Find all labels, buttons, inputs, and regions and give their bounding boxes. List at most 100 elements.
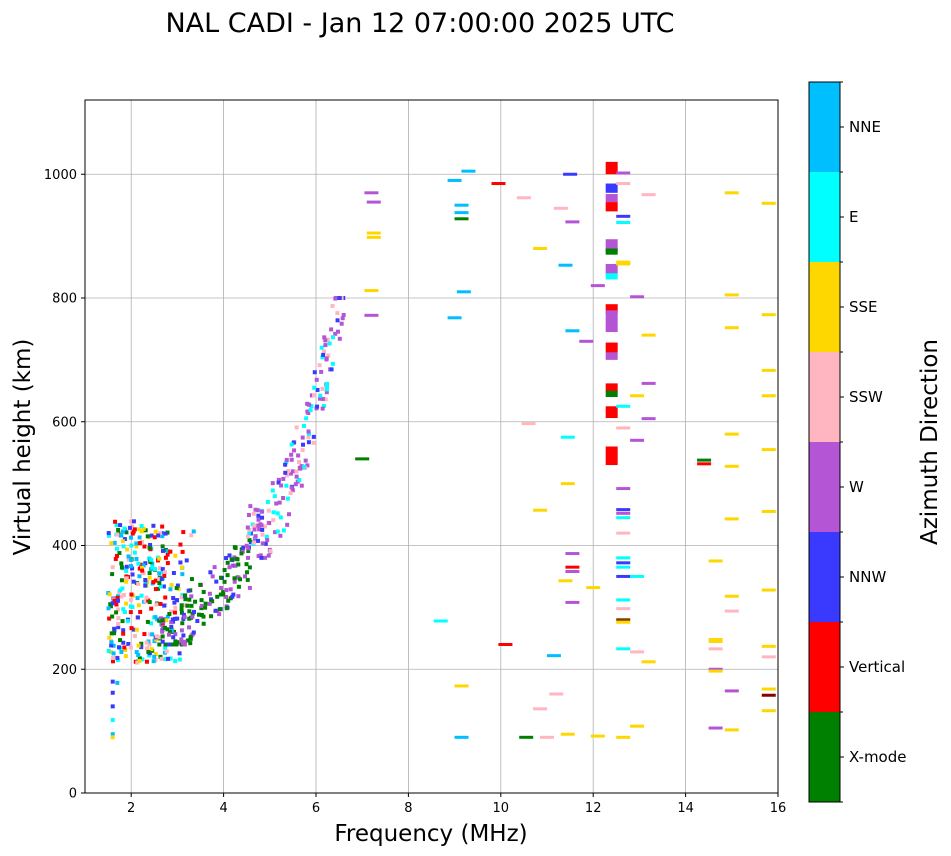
echo-point [333, 296, 338, 301]
echo-point [212, 565, 217, 570]
echo-point [119, 594, 124, 599]
echo-dash [616, 508, 631, 512]
echo-point [241, 545, 246, 550]
echo-dash [366, 235, 381, 239]
echo-point [182, 639, 187, 644]
echo-dash [724, 728, 739, 732]
echo-point [275, 511, 280, 516]
echo-point [115, 658, 120, 663]
echo-dash [724, 432, 739, 436]
echo-point [126, 641, 131, 646]
echo-point [188, 636, 193, 641]
echo-dash [616, 574, 631, 578]
echo-point [165, 552, 170, 557]
echo-point [339, 321, 344, 326]
echo-point [227, 565, 232, 570]
echo-point [132, 527, 137, 532]
echo-point [158, 584, 163, 589]
echo-point [139, 539, 144, 544]
x-tick-label: 10 [493, 801, 510, 816]
y-axis-label: Virtual height (km) [10, 339, 36, 556]
echo-point [263, 541, 268, 546]
echo-point [158, 654, 163, 659]
echo-point [173, 605, 178, 610]
echo-point [193, 599, 198, 604]
echo-point [114, 602, 119, 607]
echo-dash [708, 669, 723, 673]
echo-point [174, 642, 179, 647]
echo-point [157, 556, 162, 561]
x-tick-label: 4 [219, 801, 227, 816]
echo-point [131, 579, 136, 584]
echo-point [190, 612, 195, 617]
echo-point [125, 619, 130, 624]
echo-point [302, 423, 307, 428]
echo-point [106, 531, 111, 536]
echo-dash [724, 689, 739, 693]
echo-point [245, 577, 250, 582]
echo-dash [364, 191, 379, 195]
echo-point [165, 614, 170, 619]
echo-point [153, 529, 158, 534]
echo-point [137, 541, 142, 546]
echo-point [189, 577, 194, 582]
echo-point [139, 593, 144, 598]
echo-point [191, 529, 196, 534]
echo-dash [616, 561, 631, 565]
echo-point [290, 469, 295, 474]
echo-point [147, 600, 152, 605]
echo-point [297, 460, 302, 465]
plot-frame [84, 99, 779, 794]
echo-point [311, 440, 316, 445]
echo-dash [616, 618, 631, 622]
echo-dash [708, 559, 723, 563]
echo-point [260, 532, 265, 537]
echo-point [301, 442, 306, 447]
echo-dash [586, 586, 601, 590]
echo-point [164, 649, 169, 654]
echo-point [284, 457, 289, 462]
echo-point [128, 610, 133, 615]
echo-dash [454, 684, 469, 688]
echo-dash [553, 206, 568, 210]
echo-point [128, 519, 133, 524]
echo-point [169, 583, 174, 588]
echo-point [143, 577, 148, 582]
echo-column-segment [605, 310, 618, 333]
echo-dash [560, 482, 575, 486]
echo-point [182, 615, 187, 620]
echo-point [137, 659, 142, 664]
echo-point [110, 690, 115, 695]
echo-dash [724, 191, 739, 195]
colorbar-tick-label: NNW [849, 568, 886, 586]
echo-point [127, 525, 132, 530]
echo-point [233, 545, 238, 550]
echo-dash [616, 260, 631, 264]
echo-point [276, 480, 281, 485]
echo-point [153, 652, 158, 657]
echo-dash [454, 203, 469, 207]
echo-dash [616, 531, 631, 535]
echo-point [326, 353, 331, 358]
echo-point [119, 578, 124, 583]
echo-column-segment [605, 161, 618, 175]
echo-point [116, 607, 121, 612]
echo-point [229, 557, 234, 562]
echo-point [226, 598, 231, 603]
echo-point [182, 642, 187, 647]
x-tick-label: 6 [312, 801, 320, 816]
echo-point [118, 588, 123, 593]
echo-point [325, 337, 330, 342]
echo-point [323, 338, 328, 343]
echo-point [245, 570, 250, 575]
echo-point [149, 621, 154, 626]
echo-point [196, 612, 201, 617]
echo-point [126, 554, 131, 559]
echo-point [209, 599, 214, 604]
echo-point [160, 567, 165, 572]
echo-point [183, 593, 188, 598]
echo-point [247, 585, 252, 590]
echo-point [188, 641, 193, 646]
echo-point [128, 645, 133, 650]
echo-point [169, 609, 174, 614]
